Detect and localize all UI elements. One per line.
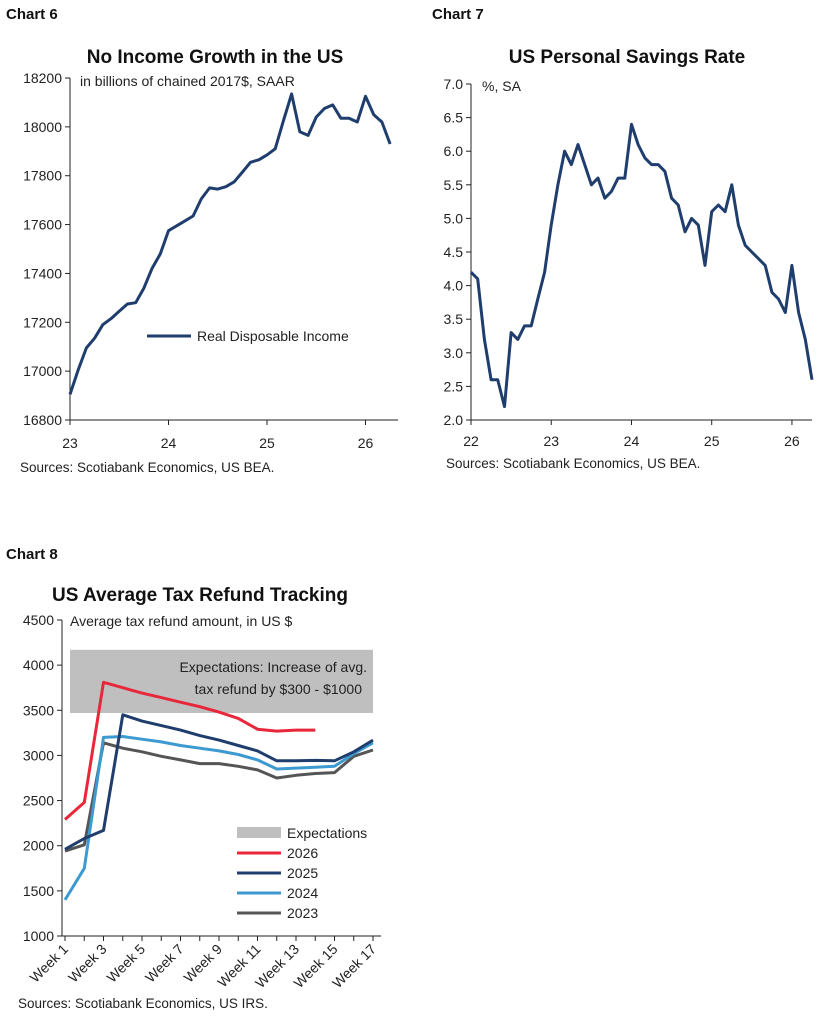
chart7-y-tick-label: 3.0 bbox=[444, 345, 464, 361]
chart7-y-tick-label: 5.0 bbox=[444, 210, 464, 226]
chart6-series-line bbox=[68, 92, 392, 395]
chart7-x-tick-label: 25 bbox=[704, 433, 720, 449]
chart7-y-tick-label: 7.0 bbox=[444, 76, 464, 92]
chart8-label: Chart 8 bbox=[6, 546, 58, 563]
chart6-y-tick-label: 18000 bbox=[23, 119, 62, 135]
chart8-y-tick-label: 1000 bbox=[23, 928, 54, 944]
chart8-x-tick-label: Week 1 bbox=[26, 941, 71, 986]
chart8-y-tick-label: 4500 bbox=[23, 612, 54, 628]
chart8-subtitle: Average tax refund amount, in US $ bbox=[70, 613, 293, 629]
chart7-title: US Personal Savings Rate bbox=[509, 47, 746, 68]
chart8-series-line-2024 bbox=[63, 735, 374, 901]
chart6-x-tick-label: 25 bbox=[259, 435, 275, 451]
chart8-legend-label-expectations: Expectations bbox=[287, 825, 367, 841]
chart6-y-tick-label: 17600 bbox=[23, 217, 62, 233]
chart6-y-tick-label: 17000 bbox=[23, 363, 62, 379]
chart8-expectation-band bbox=[70, 649, 373, 713]
chart7-x-tick-label: 23 bbox=[543, 433, 559, 449]
chart7-x-tick-label: 26 bbox=[784, 433, 800, 449]
chart8-y-tick-label: 4000 bbox=[23, 657, 54, 673]
chart8-legend-label-2024: 2024 bbox=[287, 885, 318, 901]
chart8-source: Sources: Scotiabank Economics, US IRS. bbox=[18, 996, 268, 1011]
chart8-legend-label-2023: 2023 bbox=[287, 905, 318, 921]
chart6-title: No Income Growth in the US bbox=[87, 47, 344, 68]
chart7-y-tick-label: 6.5 bbox=[444, 110, 464, 126]
chart7-x-tick-label: 22 bbox=[463, 433, 479, 449]
chart7-subtitle: %, SA bbox=[482, 78, 522, 94]
chart7-y-tick-label: 5.5 bbox=[444, 177, 464, 193]
chart6-y-tick-label: 18200 bbox=[23, 70, 62, 86]
chart7-y-tick-label: 4.5 bbox=[444, 244, 464, 260]
chart8-series-line-2026 bbox=[64, 680, 316, 821]
chart8-title: US Average Tax Refund Tracking bbox=[52, 585, 348, 606]
chart7-source: Sources: Scotiabank Economics, US BEA. bbox=[446, 456, 700, 471]
chart7-series-line bbox=[469, 122, 814, 409]
chart8-x-tick-label: Week 5 bbox=[103, 941, 148, 986]
chart8-legend-label-2025: 2025 bbox=[287, 865, 318, 881]
chart6-label: Chart 6 bbox=[6, 6, 58, 23]
chart7-y-tick-label: 6.0 bbox=[444, 143, 464, 159]
chart6-legend-label: Real Disposable Income bbox=[197, 328, 349, 344]
chart8-legend-swatch-expectations bbox=[237, 827, 281, 838]
chart6-x-tick-label: 24 bbox=[161, 435, 177, 451]
chart8-x-tick-label: Week 3 bbox=[65, 941, 110, 986]
chart6-y-tick-label: 17800 bbox=[23, 168, 62, 184]
chart6-source: Sources: Scotiabank Economics, US BEA. bbox=[20, 460, 274, 475]
chart6-x-tick-label: 26 bbox=[358, 435, 374, 451]
chart7-y-tick-label: 4.0 bbox=[444, 278, 464, 294]
chart8-y-tick-label: 3000 bbox=[23, 747, 54, 763]
chart8-series-line-2025 bbox=[64, 713, 374, 851]
chart6-y-tick-label: 16800 bbox=[23, 412, 62, 428]
chart7-y-tick-label: 2.5 bbox=[444, 378, 464, 394]
chart8-band-label-line1: Expectations: Increase of avg. bbox=[179, 659, 367, 675]
chart8-x-tick-label: Week 7 bbox=[142, 941, 187, 986]
chart7-y-tick-label: 3.5 bbox=[444, 311, 464, 327]
chart7-label: Chart 7 bbox=[432, 6, 484, 23]
chart8-legend-label-2026: 2026 bbox=[287, 845, 318, 861]
chart8-y-tick-label: 3500 bbox=[23, 702, 54, 718]
chart8-y-tick-label: 2500 bbox=[23, 793, 54, 809]
chart6-x-tick-label: 23 bbox=[62, 435, 78, 451]
chart8-band-label-line2: tax refund by $300 - $1000 bbox=[195, 681, 363, 697]
chart7-x-tick-label: 24 bbox=[624, 433, 640, 449]
chart7-y-tick-label: 2.0 bbox=[444, 412, 464, 428]
chart8-y-tick-label: 1500 bbox=[23, 883, 54, 899]
chart6-y-tick-label: 17400 bbox=[23, 265, 62, 281]
chart6-subtitle: in billions of chained 2017$, SAAR bbox=[80, 73, 295, 89]
chart6-y-tick-label: 17200 bbox=[23, 314, 62, 330]
chart8-y-tick-label: 2000 bbox=[23, 838, 54, 854]
